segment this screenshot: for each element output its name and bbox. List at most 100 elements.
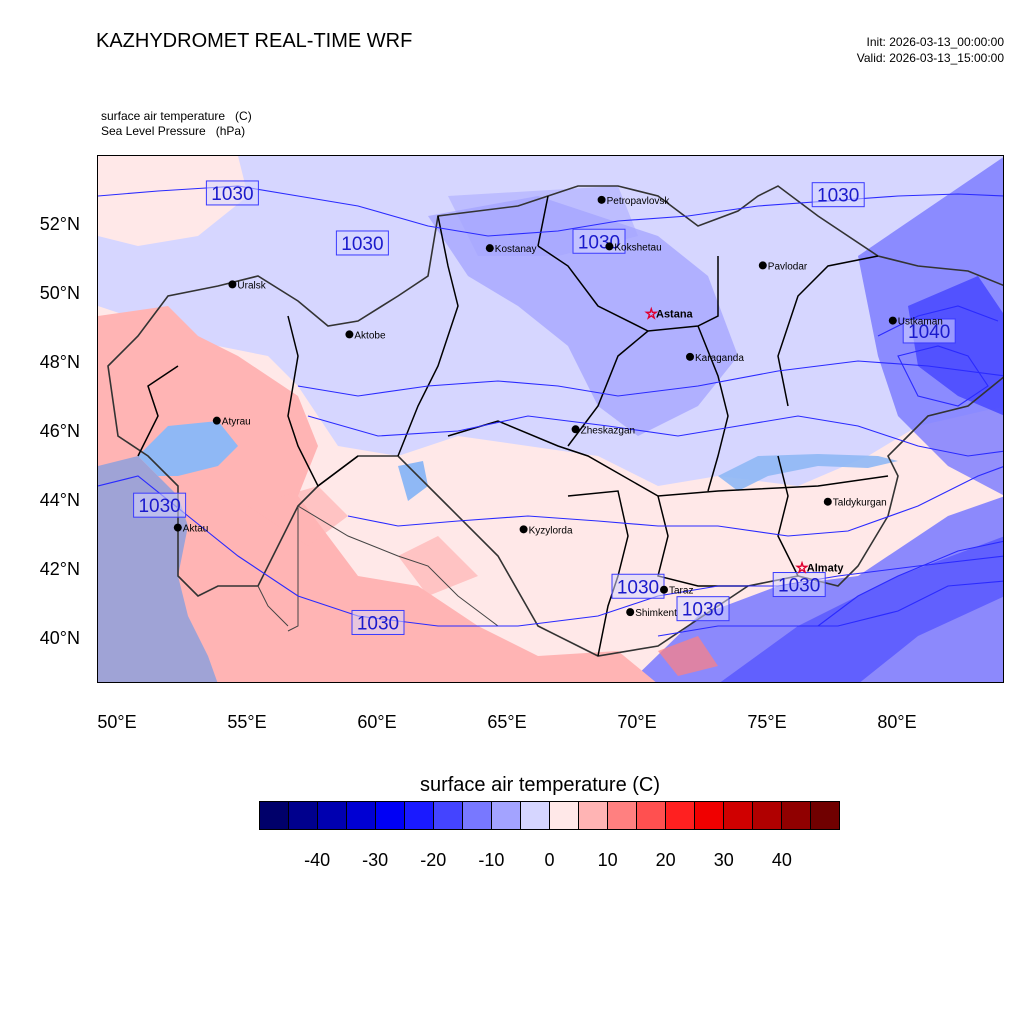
city-almaty: ☆Almaty [795,560,845,577]
colorbar-tick-label: -30 [362,850,389,870]
city-dot-icon [823,497,832,506]
city-dot-icon [626,608,635,617]
city-kostanay: Kostanay [485,244,537,255]
city-label: Kyzylorda [529,525,573,536]
city-label: Petropavlovsk [607,196,671,207]
neighbor-borders [257,505,499,632]
colorbar-swatch [521,802,550,829]
balkhash-lake [718,454,898,491]
caspian-sea [98,456,218,682]
colorbar-swatch [782,802,811,829]
colorbar-swatch [492,802,521,829]
temp-region-warm-west [98,306,656,682]
city-aktobe: Aktobe [345,330,386,341]
colorbar-swatch [405,802,434,829]
colorbar-tick-label: -20 [420,850,447,870]
city-layer: Petropavlovsk Kostanay Kokshetau Pavlodar Ur… [173,195,943,619]
colorbar-swatch [318,802,347,829]
city-dot-icon [228,280,237,289]
city-uralsk: Uralsk [228,280,267,291]
colorbar-tick-label: -40 [304,850,331,870]
capital-star-icon: ☆ [796,560,809,576]
lon-label-60: 60°E [357,712,397,732]
city-label: Aktau [183,524,209,535]
city-dot-icon [605,242,614,251]
city-label: Taraz [669,586,693,597]
colorbar-swatch [637,802,666,829]
colorbar-tick-label: 40 [771,850,792,870]
city-shimkent: Shimkent [626,608,677,619]
colorbar-swatch [289,802,318,829]
lon-label-65: 65°E [487,712,527,732]
city-label: Astana [656,309,694,321]
city-label: Kostanay [495,244,537,255]
colorbar-swatch [376,802,405,829]
isobar-label: 1030 [772,572,826,598]
isobar-label: 1030 [572,228,626,254]
svg-text:1030: 1030 [341,234,383,255]
city-dot-icon [597,195,606,204]
city-astana: ☆Astana [645,306,694,323]
svg-text:1030: 1030 [617,577,659,598]
lat-label-44: 44°N [39,490,80,510]
colorbar-swatch [434,802,463,829]
city-zheskazgan: Zheskazgan [571,425,635,436]
svg-text:1030: 1030 [357,613,399,634]
lon-label-80: 80°E [877,712,917,732]
colorbar [259,801,840,830]
country-boundary-kazakhstan [107,185,1003,657]
city-dot-icon [571,425,580,434]
lat-label-42: 42°N [39,559,80,579]
colorbar-swatch [695,802,724,829]
svg-text:1030: 1030 [778,576,820,597]
isobar-label: 1030 [351,609,405,635]
colorbar-swatch [811,802,839,829]
field-temperature-label: surface air temperature (C) [101,109,252,123]
isobar-label: 1040 [902,318,956,344]
temp-region-mild-north-west [98,156,248,246]
city-taldykurgan: Taldykurgan [823,497,887,509]
isobar-label: 1030 [133,492,187,518]
city-label: Atyrau [222,417,251,428]
colorbar-swatch [608,802,637,829]
colorbar-title-text: surface air temperature (C) [419,774,661,796]
colorbar-tick-label: 10 [597,850,618,870]
city-petropavlovsk: Petropavlovsk [597,195,671,207]
temp-region-very-cold-tianshan [720,536,1003,682]
city-dot-icon [758,261,767,270]
city-taraz: Taraz [660,585,693,597]
lon-label-75: 75°E [747,712,787,732]
isobar-label: 1030 [811,182,865,208]
map-svg: 1030103010301030104010301030103010301030… [98,156,1003,682]
init-time: Init: 2026-03-13_00:00:00 [866,35,1004,49]
temp-region-very-cold-altai [908,276,1003,416]
city-label: Almaty [807,562,845,574]
city-dot-icon [686,352,694,361]
colorbar-title: surface air temperature (C) [0,774,1024,797]
city-dot-icon [212,416,221,425]
city-label: Ustkaman [898,317,943,328]
isobars-slp [98,185,1003,637]
lat-label-50: 50°N [39,283,80,303]
lon-label-70: 70°E [617,712,657,732]
capital-star-icon: ☆ [645,307,658,323]
lon-label-50: 50°E [97,712,137,732]
lat-label-46: 46°N [39,421,80,441]
city-aktau: Aktau [173,523,209,535]
city-label: Kokshetau [614,242,661,253]
city-dot-icon [345,330,354,339]
city-kokshetau: Kokshetau [605,242,662,253]
city-label: Pavlodar [768,261,808,272]
map-panel[interactable]: 1030 1030 1030 1030 1040 1030 1030 1030 1030 1030… [97,155,1004,683]
colorbar-swatch [550,802,579,829]
isobar-label: 1030 [205,180,259,206]
isobar-label: 1030 [611,573,665,599]
valid-time: Valid: 2026-03-13_15:00:00 [856,51,1004,65]
svg-text:1030: 1030 [817,186,859,207]
temp-region-warm-south [398,536,478,596]
city-label: Karaganda [695,353,744,364]
colorbar-tick-label: 30 [713,850,734,870]
city-label: Shimkent [635,608,677,619]
main-title: KAZHYDROMET REAL-TIME WRF [96,30,413,52]
city-label: Zheskazgan [581,425,635,436]
